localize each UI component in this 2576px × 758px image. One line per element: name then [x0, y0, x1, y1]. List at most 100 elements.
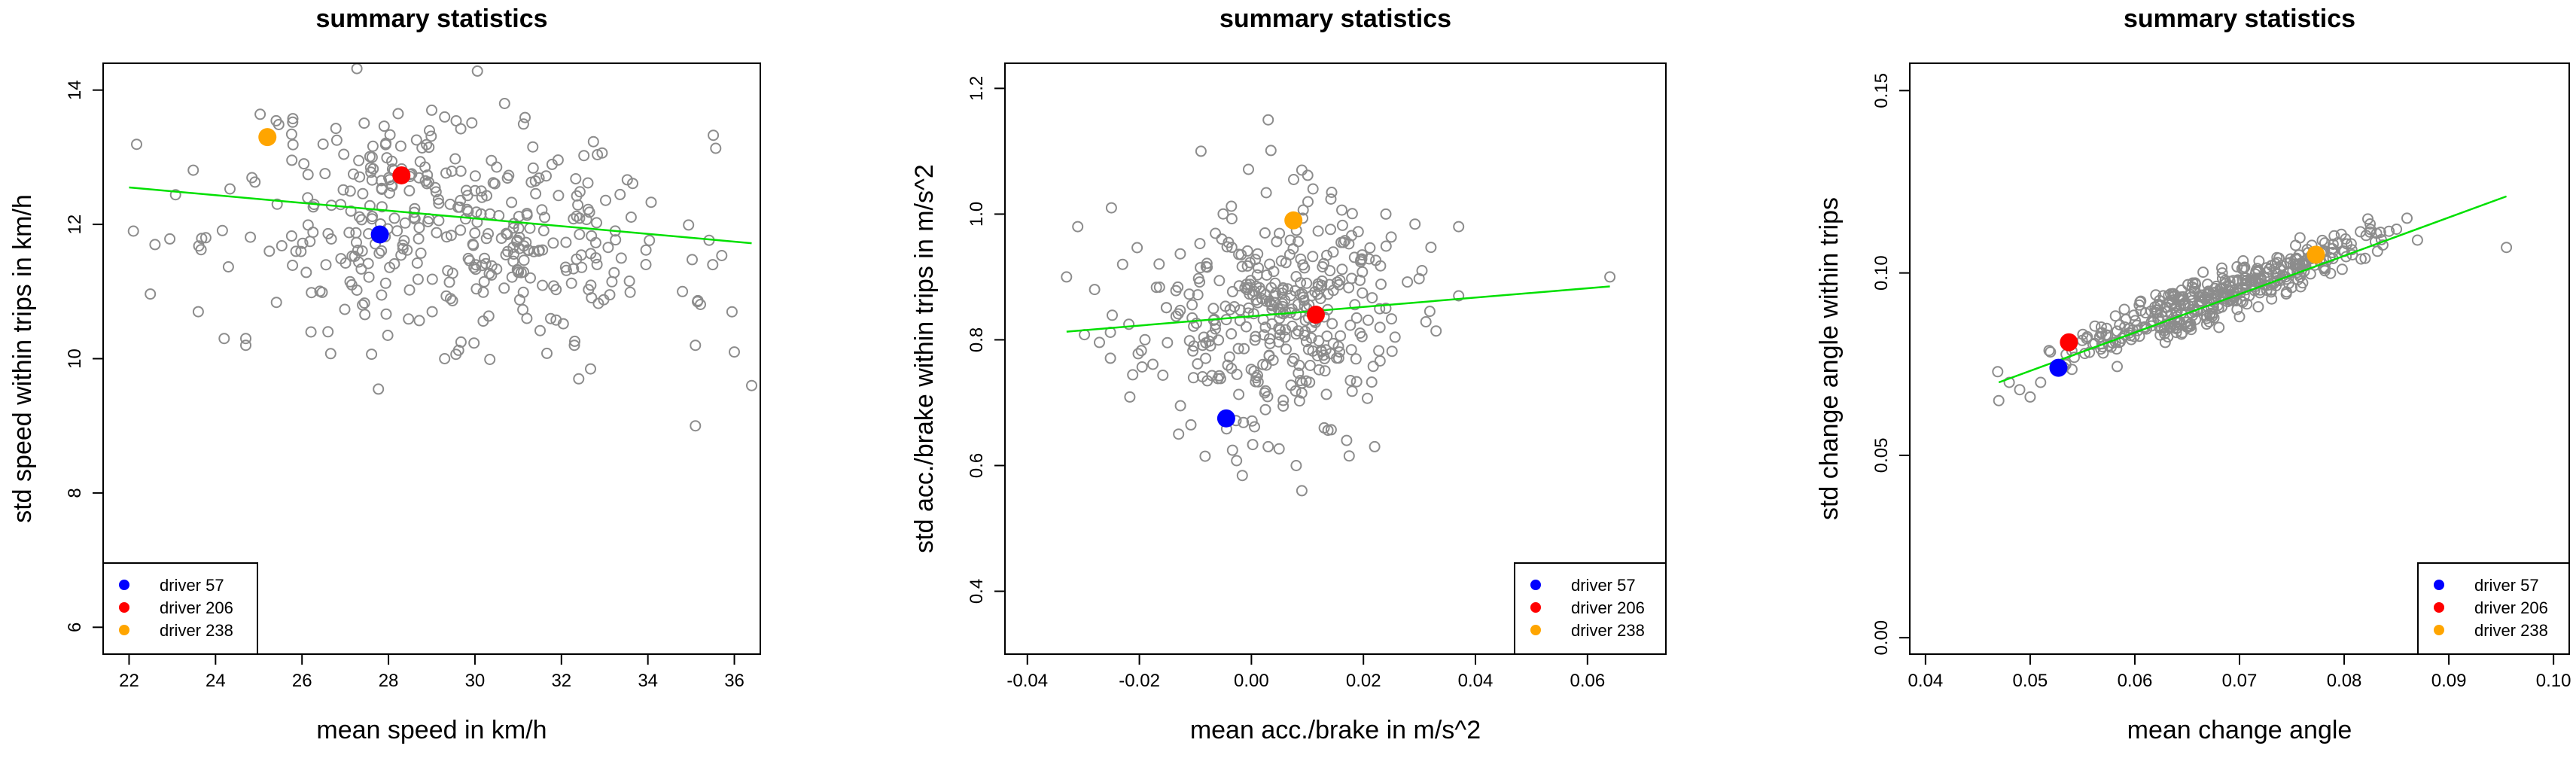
x-tick-label: 0.06 — [1570, 671, 1605, 691]
data-point — [358, 297, 370, 309]
legend-label: driver 238 — [160, 621, 233, 640]
data-point — [608, 266, 620, 279]
data-point — [1190, 318, 1202, 329]
data-point — [395, 249, 407, 261]
data-point — [1243, 163, 1254, 175]
data-point — [1210, 227, 1222, 239]
data-point — [1389, 331, 1401, 343]
data-point — [1192, 289, 1204, 301]
data-point — [337, 184, 349, 196]
legend-marker-driver-206 — [1530, 602, 1541, 613]
data-point — [429, 181, 441, 193]
data-point — [1385, 231, 1397, 243]
x-tick-label: 36 — [724, 671, 744, 691]
x-tick-label: 0.04 — [1458, 671, 1494, 691]
y-tick-label: 12 — [65, 215, 85, 235]
data-point — [449, 153, 461, 165]
data-point — [545, 312, 556, 324]
data-point — [2383, 225, 2395, 237]
data-point — [1157, 370, 1169, 381]
y-tick-label: 0.00 — [1871, 620, 1892, 656]
data-point — [1288, 174, 1299, 185]
data-point — [192, 306, 204, 318]
x-tick-label: 34 — [638, 671, 658, 691]
data-point — [2340, 233, 2352, 245]
data-point — [519, 111, 531, 123]
data-point — [470, 206, 483, 218]
data-point — [2336, 263, 2348, 275]
data-point — [1386, 346, 1398, 358]
data-point — [426, 273, 438, 285]
data-point — [344, 275, 356, 288]
data-point — [716, 250, 728, 261]
data-point — [302, 169, 314, 181]
x-axis-label: mean speed in km/h — [316, 716, 547, 744]
x-tick-label: 0.10 — [2536, 671, 2571, 691]
data-point — [1262, 440, 1274, 452]
data-point — [486, 154, 498, 166]
data-point — [1350, 376, 1363, 388]
data-point — [1336, 263, 1348, 275]
data-point — [692, 294, 704, 306]
data-point — [1234, 315, 1246, 327]
data-point — [2370, 227, 2383, 239]
data-point — [553, 190, 565, 202]
data-point — [568, 339, 580, 352]
x-tick-label: 0.09 — [2431, 671, 2467, 691]
data-point — [403, 313, 415, 325]
data-point — [248, 35, 258, 45]
data-point — [376, 182, 388, 194]
data-point — [287, 260, 299, 271]
data-point — [1212, 373, 1224, 385]
data-point — [335, 199, 346, 211]
data-point — [1153, 258, 1165, 270]
data-point — [592, 297, 604, 309]
data-point — [467, 239, 479, 250]
data-point — [379, 277, 391, 289]
data-point — [415, 247, 427, 259]
data-point — [1290, 285, 1301, 297]
data-point — [1413, 272, 1425, 285]
data-point — [433, 197, 445, 209]
highlight-driver-57 — [370, 225, 389, 244]
data-point — [1226, 213, 1238, 225]
data-point — [2100, 329, 2112, 341]
data-point — [498, 98, 510, 109]
data-point — [1453, 221, 1465, 233]
data-point — [1317, 261, 1329, 272]
data-point — [1249, 334, 1261, 346]
data-point — [2120, 313, 2132, 325]
data-point — [1325, 224, 1336, 236]
data-point — [537, 244, 549, 256]
legend-label: driver 206 — [1571, 598, 1645, 617]
data-point — [367, 163, 379, 175]
data-point — [2014, 384, 2026, 396]
chart-title: summary statistics — [315, 5, 547, 33]
y-tick-label: 8 — [65, 488, 85, 498]
legend-label: driver 206 — [2474, 598, 2548, 617]
data-point — [376, 289, 388, 301]
data-point — [1061, 271, 1073, 283]
data-point — [345, 205, 357, 217]
data-point — [287, 116, 299, 128]
data-point — [537, 224, 550, 236]
data-point — [1264, 337, 1276, 349]
data-point — [1089, 284, 1101, 296]
data-point — [1296, 485, 1308, 497]
data-points — [1992, 212, 2513, 406]
data-point — [1345, 344, 1357, 356]
data-point — [602, 242, 614, 254]
data-point — [1124, 391, 1136, 403]
data-point — [1183, 335, 1195, 347]
data-point — [222, 261, 234, 272]
legend-label: driver 57 — [2474, 576, 2539, 595]
data-point — [1297, 204, 1309, 216]
data-point — [726, 306, 738, 318]
data-point — [263, 245, 276, 257]
data-point — [461, 184, 472, 196]
legend-label: driver 57 — [1571, 576, 1636, 595]
data-point — [224, 183, 236, 195]
x-tick-label: 0.06 — [2118, 671, 2153, 691]
highlight-driver-57 — [2049, 358, 2068, 377]
data-point — [1271, 236, 1283, 248]
